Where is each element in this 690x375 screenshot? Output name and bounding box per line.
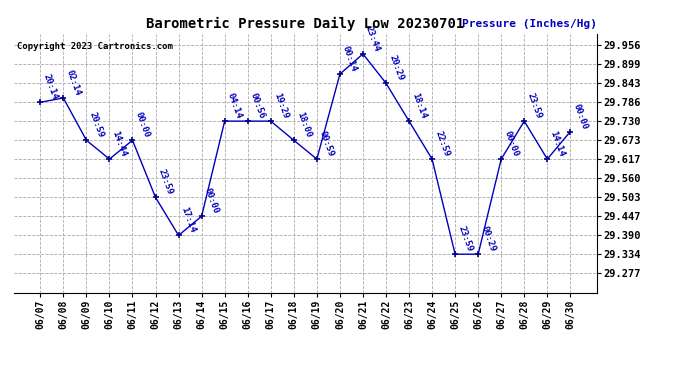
Text: 22:59: 22:59 bbox=[433, 130, 451, 158]
Text: 18:00: 18:00 bbox=[295, 111, 313, 139]
Text: 00:00: 00:00 bbox=[134, 111, 151, 139]
Text: 00:00: 00:00 bbox=[203, 187, 220, 215]
Text: 00:56: 00:56 bbox=[249, 92, 266, 120]
Text: 14:44: 14:44 bbox=[110, 130, 128, 158]
Text: 00:00: 00:00 bbox=[502, 130, 520, 158]
Text: 17:14: 17:14 bbox=[179, 206, 197, 234]
Text: 23:59: 23:59 bbox=[456, 225, 474, 253]
Text: 19:29: 19:29 bbox=[272, 92, 290, 120]
Text: 14:14: 14:14 bbox=[549, 130, 566, 158]
Text: 20:29: 20:29 bbox=[387, 54, 405, 82]
Title: Barometric Pressure Daily Low 20230701: Barometric Pressure Daily Low 20230701 bbox=[146, 17, 464, 31]
Text: 23:44: 23:44 bbox=[364, 25, 382, 53]
Text: 18:14: 18:14 bbox=[410, 92, 428, 120]
Text: 04:14: 04:14 bbox=[226, 92, 244, 120]
Text: 00:00: 00:00 bbox=[571, 102, 589, 130]
Text: Copyright 2023 Cartronics.com: Copyright 2023 Cartronics.com bbox=[17, 42, 172, 51]
Text: 23:59: 23:59 bbox=[525, 92, 543, 120]
Text: 23:59: 23:59 bbox=[157, 168, 175, 196]
Text: 00:59: 00:59 bbox=[318, 130, 335, 158]
Text: 02:14: 02:14 bbox=[64, 69, 82, 97]
Text: 20:14: 20:14 bbox=[41, 73, 59, 101]
Text: 20:59: 20:59 bbox=[88, 111, 105, 139]
Text: 00:14: 00:14 bbox=[341, 45, 359, 73]
Text: Pressure (Inches/Hg): Pressure (Inches/Hg) bbox=[462, 19, 597, 28]
Text: 00:29: 00:29 bbox=[480, 225, 497, 253]
